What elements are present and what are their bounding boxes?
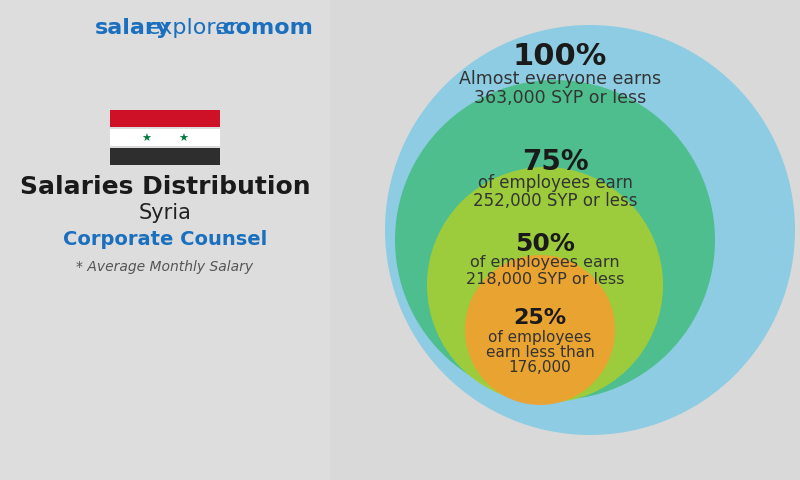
Text: 176,000: 176,000 xyxy=(509,360,571,375)
Text: salary: salary xyxy=(95,18,171,38)
Text: of employees: of employees xyxy=(488,330,592,345)
Text: 75%: 75% xyxy=(522,148,588,176)
Circle shape xyxy=(465,255,615,405)
Text: ★: ★ xyxy=(142,133,151,144)
Bar xyxy=(110,129,220,146)
Circle shape xyxy=(395,80,715,400)
Text: Syria: Syria xyxy=(138,203,191,223)
Text: of employees earn: of employees earn xyxy=(478,174,633,192)
Text: 25%: 25% xyxy=(514,308,566,328)
Text: earn less than: earn less than xyxy=(486,345,594,360)
Bar xyxy=(110,148,220,165)
Circle shape xyxy=(385,25,795,435)
Text: of employees earn: of employees earn xyxy=(470,255,620,270)
Text: ★: ★ xyxy=(178,133,189,144)
Text: 252,000 SYP or less: 252,000 SYP or less xyxy=(473,192,638,210)
Text: .comom: .comom xyxy=(215,18,314,38)
Bar xyxy=(0,0,330,480)
Text: 50%: 50% xyxy=(515,232,575,256)
Text: explorer: explorer xyxy=(147,18,239,38)
Bar xyxy=(330,0,800,480)
Text: Corporate Counsel: Corporate Counsel xyxy=(63,230,267,249)
Text: Almost everyone earns: Almost everyone earns xyxy=(459,70,661,88)
Text: * Average Monthly Salary: * Average Monthly Salary xyxy=(77,260,254,274)
Text: 363,000 SYP or less: 363,000 SYP or less xyxy=(474,89,646,107)
Text: Salaries Distribution: Salaries Distribution xyxy=(20,175,310,199)
Circle shape xyxy=(427,167,663,403)
Text: 100%: 100% xyxy=(513,42,607,71)
Bar xyxy=(110,110,220,127)
Text: 218,000 SYP or less: 218,000 SYP or less xyxy=(466,272,624,287)
